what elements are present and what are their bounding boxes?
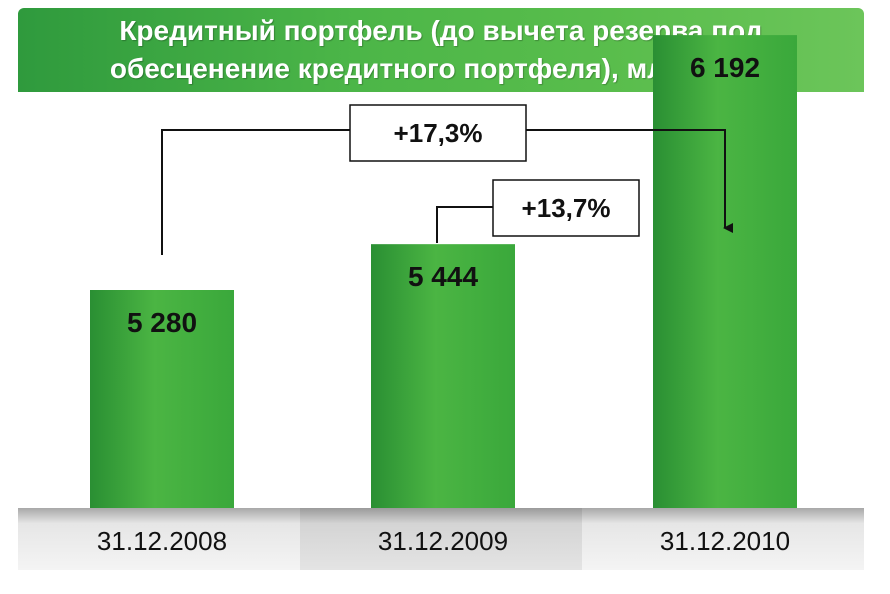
growth-label: +17,3% [394, 118, 483, 148]
bar-31.12.2008 [90, 290, 234, 508]
category-label: 31.12.2009 [378, 526, 508, 556]
bar-value-label: 5 444 [408, 261, 478, 292]
category-band-segment [300, 508, 582, 570]
category-label: 31.12.2008 [97, 526, 227, 556]
growth-box [349, 104, 527, 162]
category-label: 31.12.2010 [660, 526, 790, 556]
growth-connector [436, 206, 493, 243]
bar-value-label: 5 280 [127, 307, 197, 338]
growth-label: +13,7% [522, 193, 611, 223]
bar-31.12.2009 [371, 244, 515, 508]
growth-box [492, 179, 640, 237]
bar-31.12.2010 [653, 35, 797, 508]
bar-value-label: 6 192 [690, 52, 760, 83]
